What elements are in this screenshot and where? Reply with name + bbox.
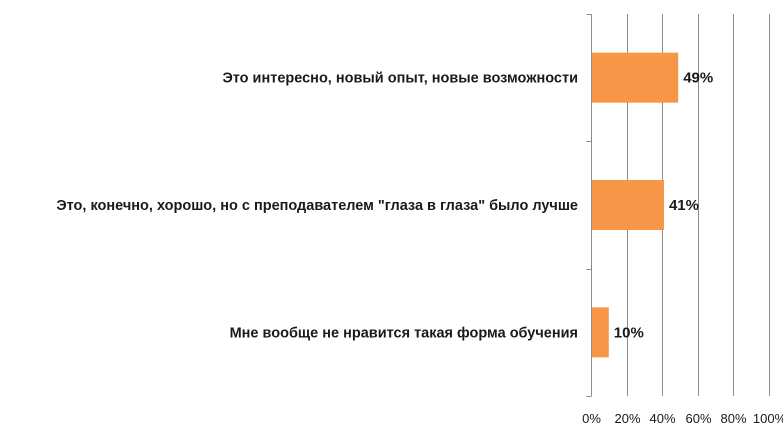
- data-label: 49%: [683, 70, 713, 87]
- bar-2: [592, 180, 664, 230]
- labels: 0% 20% 40% 60% 80% 100% Это интересно, новый о…: [56, 70, 783, 426]
- x-tick-label: 100%: [753, 411, 783, 426]
- bar-3: [592, 307, 609, 358]
- category-axis: [586, 14, 592, 397]
- bars: [592, 52, 679, 358]
- bar-1: [592, 52, 679, 103]
- x-tick-label: 0%: [582, 411, 601, 426]
- x-tick-label: 80%: [720, 411, 746, 426]
- data-label: 10%: [614, 324, 644, 341]
- category-label: Мне вообще не нравится такая форма обуче…: [230, 325, 578, 341]
- category-label: Это интересно, новый опыт, новые возможн…: [222, 71, 578, 87]
- category-label: Это, конечно, хорошо, но с преподавателе…: [56, 198, 578, 214]
- x-tick-label: 20%: [614, 411, 640, 426]
- x-tick-label: 60%: [685, 411, 711, 426]
- data-label: 41%: [669, 197, 699, 214]
- x-tick-label: 40%: [649, 411, 675, 426]
